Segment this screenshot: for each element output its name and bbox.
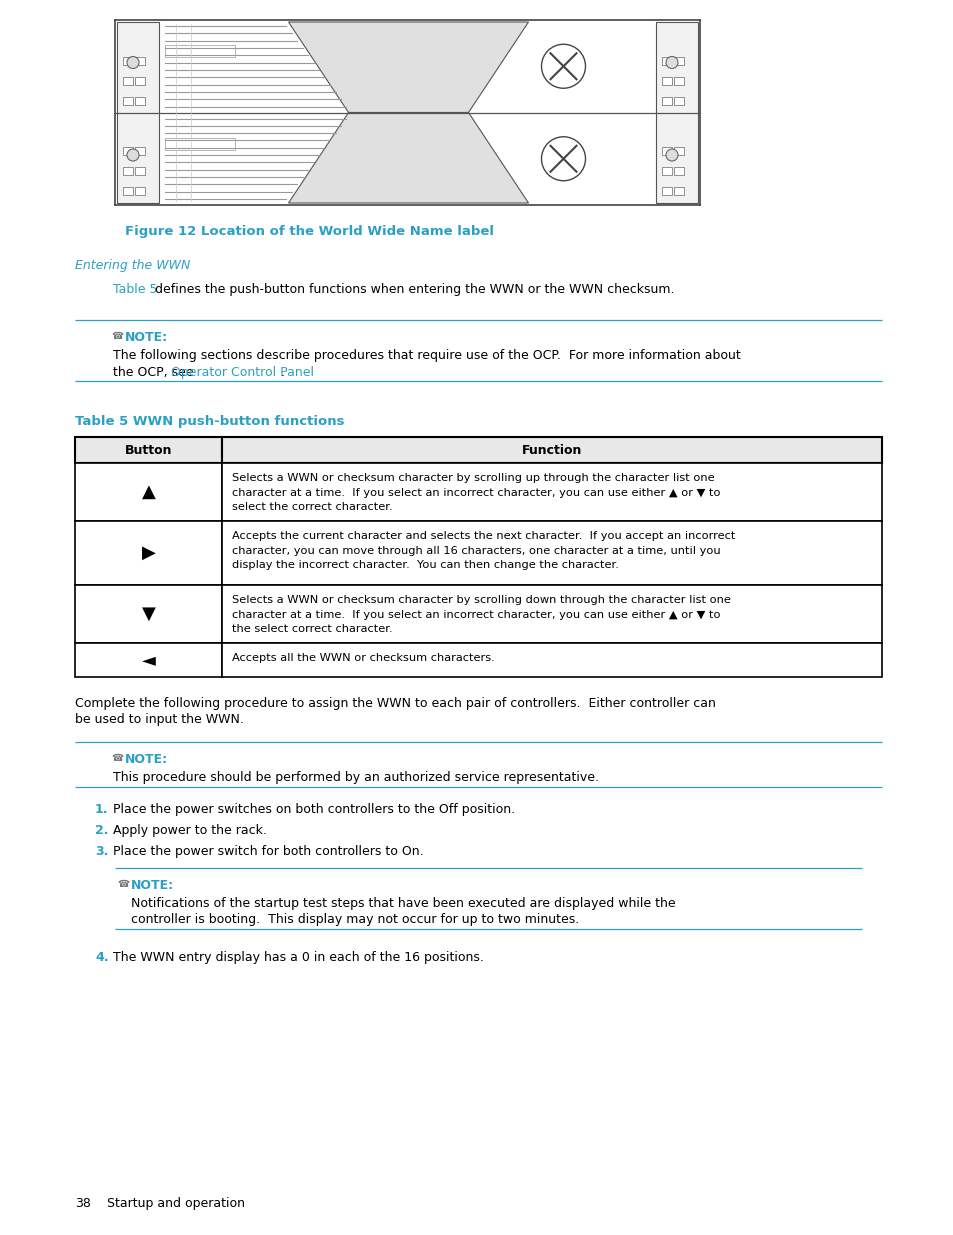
Bar [673,186,683,195]
Text: Notifications of the startup test steps that have been executed are displayed wh: Notifications of the startup test steps … [131,897,675,910]
Text: Place the power switch for both controllers to On.: Place the power switch for both controll… [112,845,423,858]
Text: 4.: 4. [95,951,109,965]
Bar [222,463,882,521]
Bar [222,437,882,463]
Text: 2.: 2. [95,824,109,837]
Text: The following sections describe procedures that require use of the OCP.  For mor: The following sections describe procedur… [112,350,740,362]
Text: be used to input the WWN.: be used to input the WWN. [75,713,244,726]
Bar [222,585,882,643]
Text: Accepts all the WWN or checksum characters.: Accepts all the WWN or checksum characte… [232,653,495,663]
Text: Complete the following procedure to assign the WWN to each pair of controllers. : Complete the following procedure to assi… [75,697,715,710]
Bar [123,77,132,84]
Text: character, you can move through all 16 characters, one character at a time, unti: character, you can move through all 16 c… [232,546,720,556]
Bar [75,437,222,463]
Text: Place the power switches on both controllers to the Off position.: Place the power switches on both control… [112,803,515,816]
Bar [123,57,132,64]
Bar [673,147,683,156]
Bar [135,167,145,175]
Text: Table 5 WWN push-button functions: Table 5 WWN push-button functions [75,415,344,429]
Text: NOTE:: NOTE: [131,879,174,892]
Circle shape [541,137,585,180]
Bar [75,521,222,585]
Bar [135,186,145,195]
Bar [222,643,882,677]
Text: Function: Function [521,443,581,457]
Text: Startup and operation: Startup and operation [107,1197,245,1210]
Circle shape [665,149,678,161]
Bar [673,96,683,105]
Bar [661,96,671,105]
Text: select the correct character.: select the correct character. [232,501,393,513]
Polygon shape [288,112,528,203]
Text: character at a time.  If you select an incorrect character, you can use either ▲: character at a time. If you select an in… [232,610,720,620]
Circle shape [665,57,678,68]
Text: NOTE:: NOTE: [125,753,168,766]
Text: 1.: 1. [95,803,109,816]
Bar [661,57,671,64]
Text: ▼: ▼ [141,605,155,622]
Text: ▲: ▲ [141,483,155,501]
Bar [661,147,671,156]
Bar [135,147,145,156]
Text: ◄: ◄ [141,651,155,669]
Text: the select correct character.: the select correct character. [232,624,393,634]
Text: ☎: ☎ [117,879,129,889]
Text: Entering the WWN: Entering the WWN [75,259,191,272]
Bar [117,22,159,203]
Bar [135,96,145,105]
Bar [165,138,234,149]
Bar [123,167,132,175]
Text: 38: 38 [75,1197,91,1210]
Bar [75,585,222,643]
Text: The WWN entry display has a 0 in each of the 16 positions.: The WWN entry display has a 0 in each of… [112,951,483,965]
Text: This procedure should be performed by an authorized service representative.: This procedure should be performed by an… [112,771,598,784]
Bar [75,643,222,677]
Bar [222,521,882,585]
Text: the OCP, see: the OCP, see [112,366,197,379]
Bar [135,77,145,84]
Circle shape [127,149,139,161]
Text: Selects a WWN or checksum character by scrolling down through the character list: Selects a WWN or checksum character by s… [232,595,730,605]
Text: 3.: 3. [95,845,109,858]
Circle shape [127,57,139,68]
Text: NOTE:: NOTE: [125,331,168,345]
Bar [123,147,132,156]
Text: .: . [276,366,285,379]
Text: Operator Control Panel: Operator Control Panel [171,366,314,379]
Circle shape [541,44,585,88]
Text: ☎: ☎ [111,753,123,763]
Bar [123,186,132,195]
Text: defines the push-button functions when entering the WWN or the WWN checksum.: defines the push-button functions when e… [151,283,674,296]
Text: Button: Button [125,443,172,457]
Bar [656,22,698,203]
Bar [661,77,671,84]
Text: Figure 12 Location of the World Wide Name label: Figure 12 Location of the World Wide Nam… [125,225,494,238]
Bar [673,57,683,64]
Bar [165,46,234,57]
Text: controller is booting.  This display may not occur for up to two minutes.: controller is booting. This display may … [131,913,578,926]
Bar [75,463,222,521]
Bar [673,167,683,175]
Bar [123,96,132,105]
Text: ▶: ▶ [141,543,155,562]
Text: display the incorrect character.  You can then change the character.: display the incorrect character. You can… [232,559,618,571]
Text: character at a time.  If you select an incorrect character, you can use either ▲: character at a time. If you select an in… [232,488,720,498]
Text: Selects a WWN or checksum character by scrolling up through the character list o: Selects a WWN or checksum character by s… [232,473,714,483]
Bar [673,77,683,84]
Text: Accepts the current character and selects the next character.  If you accept an : Accepts the current character and select… [232,531,735,541]
Text: Table 5: Table 5 [112,283,157,296]
Text: ☎: ☎ [111,331,123,341]
Polygon shape [288,22,528,112]
Bar [135,57,145,64]
Bar [661,186,671,195]
Bar [661,167,671,175]
Text: Apply power to the rack.: Apply power to the rack. [112,824,267,837]
